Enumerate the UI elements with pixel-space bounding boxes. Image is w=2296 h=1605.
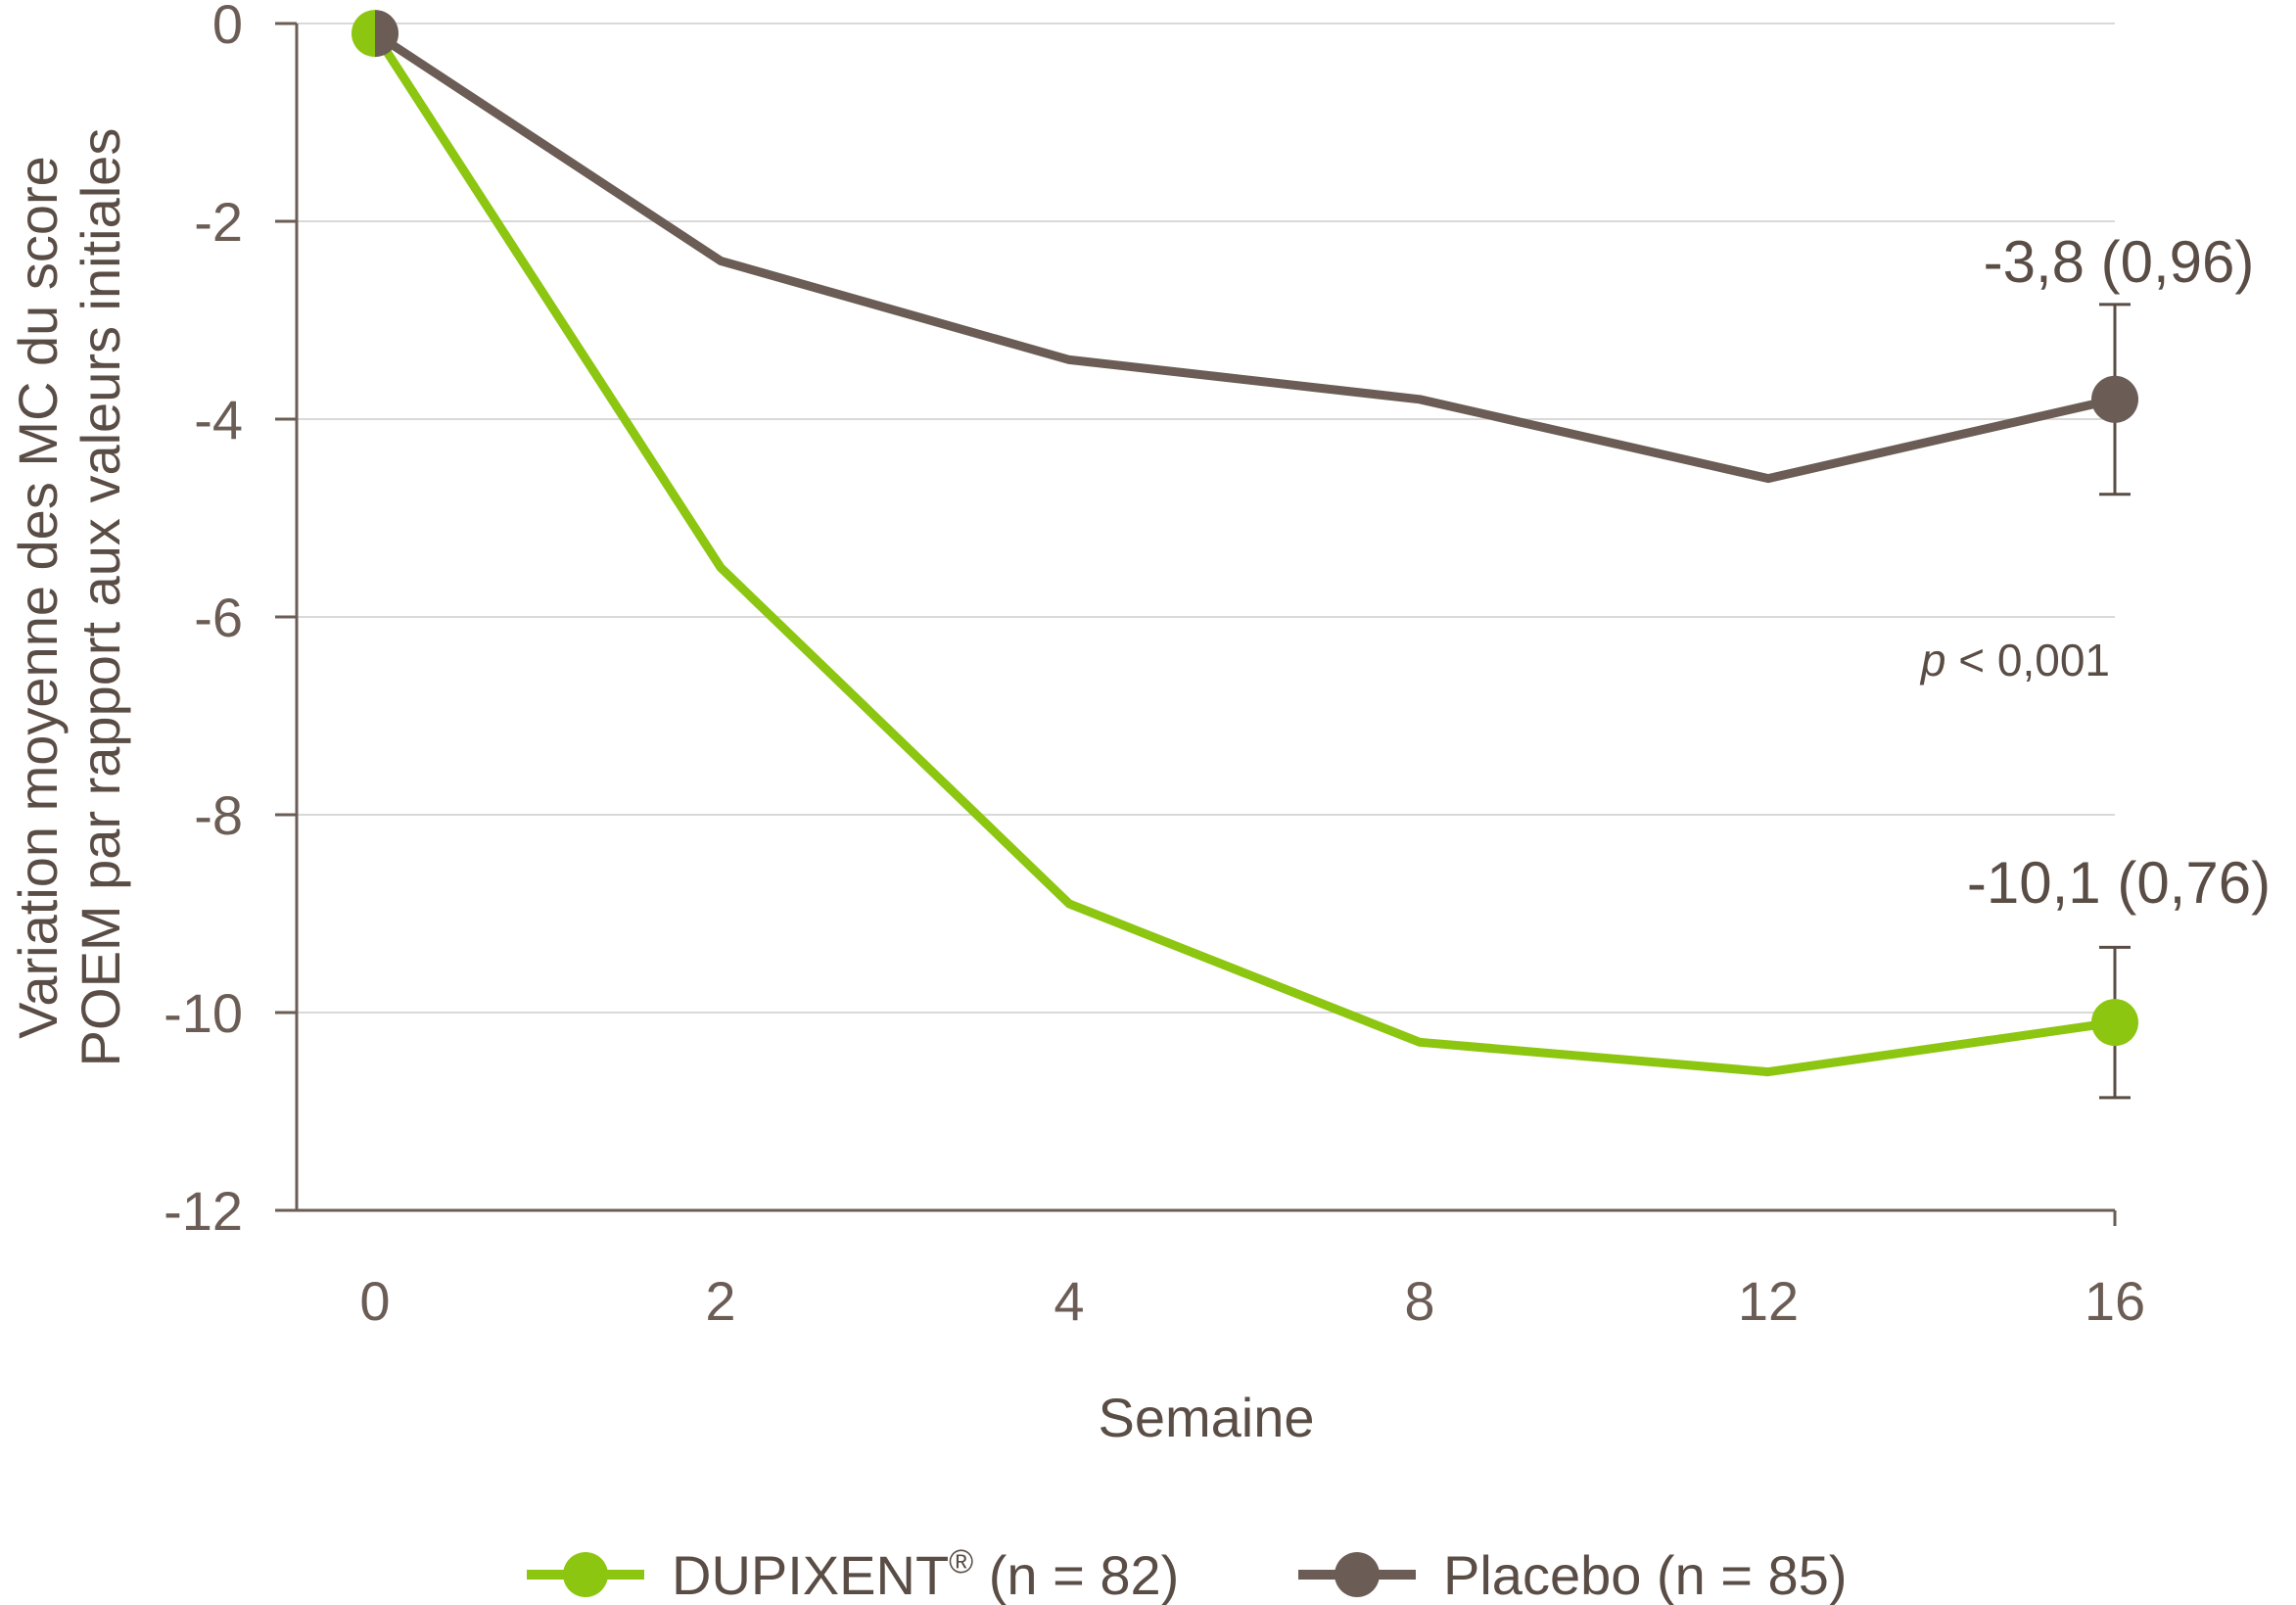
end-marker-1 xyxy=(2091,375,2138,423)
y-axis-title-line-2: POEM par rapport aux valeurs initiales xyxy=(70,128,131,1067)
legend-marker-placebo xyxy=(1335,1552,1380,1597)
grid-lines xyxy=(297,23,2115,1014)
legend-item-dupixent: DUPIXENT® (n = 82) xyxy=(527,1543,1179,1605)
start-marker-dupixent-half xyxy=(351,10,375,58)
legend-label-dupixent: DUPIXENT® (n = 82) xyxy=(672,1543,1179,1605)
x-tick-label-0: 0 xyxy=(359,1270,390,1332)
x-tick-label-4: 12 xyxy=(1738,1270,1799,1332)
x-axis-title: Semaine xyxy=(1098,1387,1314,1448)
legend: DUPIXENT® (n = 82) Placebo (n = 85) xyxy=(527,1543,1847,1605)
end-value-label-1: -3,8 (0,96) xyxy=(1984,229,2255,295)
x-tick-label-1: 2 xyxy=(705,1270,735,1332)
x-tick-labels: 0 2 4 8 12 16 xyxy=(359,1270,2145,1332)
end-marker-0 xyxy=(2091,999,2138,1047)
legend-dupixent-suffix: (n = 82) xyxy=(973,1544,1179,1605)
start-marker-placebo-half xyxy=(375,10,398,58)
x-tick-label-2: 4 xyxy=(1054,1270,1084,1332)
series-group: -3,8 (0,96) -10,1 (0,76) xyxy=(351,10,2271,1100)
x-tick-label-3: 8 xyxy=(1404,1270,1434,1332)
y-tick-label-2: -4 xyxy=(194,389,243,450)
legend-item-placebo: Placebo (n = 85) xyxy=(1298,1544,1847,1605)
y-tick-labels: 0 -2 -4 -6 -8 -10 -12 xyxy=(164,0,243,1242)
series-line-1 xyxy=(370,28,2120,484)
x-tick-label-5: 16 xyxy=(2085,1270,2145,1332)
y-tick-label-6: -12 xyxy=(164,1180,243,1242)
legend-dupixent-sup: ® xyxy=(949,1543,973,1581)
legend-dupixent-name: DUPIXENT xyxy=(672,1544,949,1605)
series-line-0 xyxy=(370,28,2120,1077)
y-tick-label-0: 0 xyxy=(212,0,243,55)
y-axis-title-line-1: Variation moyenne des MC du score xyxy=(7,156,69,1039)
end-value-label-0: -10,1 (0,76) xyxy=(1967,850,2271,916)
p-value-italic: p xyxy=(1919,635,1946,685)
y-tick-label-4: -8 xyxy=(194,784,243,846)
legend-label-placebo: Placebo (n = 85) xyxy=(1443,1544,1847,1605)
legend-marker-dupixent xyxy=(563,1552,608,1597)
axes xyxy=(275,22,2117,1226)
y-tick-label-3: -6 xyxy=(194,587,243,648)
p-value-annotation: p < 0,001 xyxy=(1919,635,2110,685)
p-value-text: < 0,001 xyxy=(1945,635,2110,685)
y-tick-label-1: -2 xyxy=(194,191,243,253)
y-tick-label-5: -10 xyxy=(164,982,243,1044)
